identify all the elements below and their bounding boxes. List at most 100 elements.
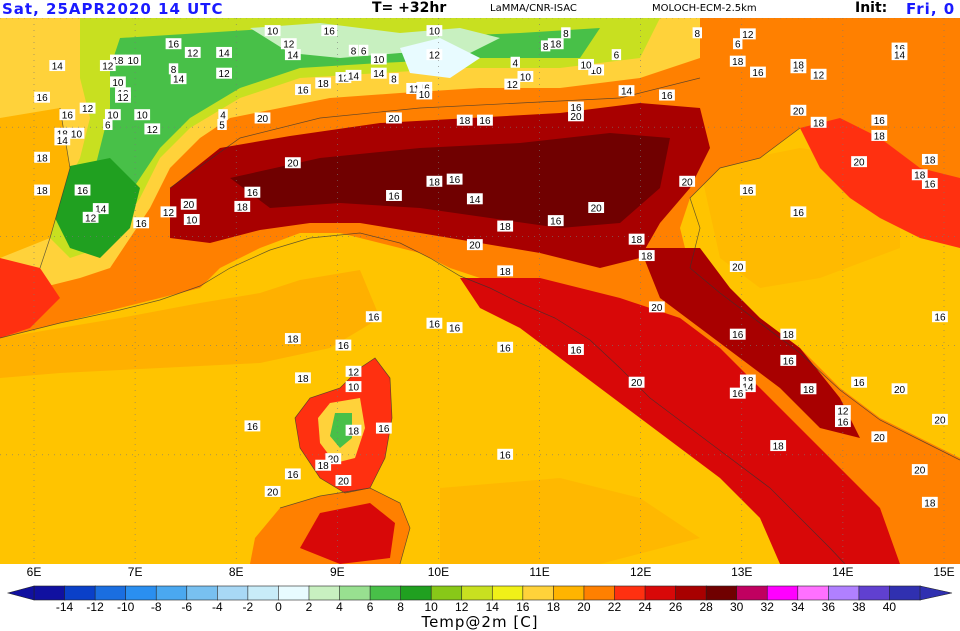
legend-tick-label: -14 xyxy=(55,600,74,614)
legend-tick-label: 8 xyxy=(397,600,404,614)
isotherm-label: 18 xyxy=(426,175,443,188)
isotherm-label-text: 20 xyxy=(591,204,603,215)
isotherm-label-text: 20 xyxy=(651,303,663,314)
isotherm-label: 12 xyxy=(834,405,851,418)
isotherm-label-box xyxy=(280,38,297,50)
isotherm-label-box xyxy=(497,448,514,460)
isotherm-label-box xyxy=(466,239,483,251)
isotherm-label: 8 xyxy=(168,63,179,76)
isotherm-label: 16 xyxy=(295,84,311,97)
isotherm-label-box xyxy=(568,343,584,355)
isotherm-label-box xyxy=(134,109,151,121)
sea-warm-patch xyxy=(440,478,700,564)
longitude-label: 7E xyxy=(127,565,143,579)
isotherm-label-text: 10 xyxy=(429,27,441,38)
isotherm-label-text: 16 xyxy=(77,186,89,197)
longitude-label: 10E xyxy=(427,565,450,579)
longitude-label: 14E xyxy=(832,565,854,579)
isotherm-label-text: 18 xyxy=(924,498,936,509)
legend-swatch xyxy=(736,585,769,601)
isotherm-label-box xyxy=(348,44,359,56)
isotherm-label-box xyxy=(729,328,746,340)
legend-tick-label: 14 xyxy=(485,600,499,614)
isotherm-label-box xyxy=(335,72,352,84)
isotherm-label-box xyxy=(335,339,352,351)
isotherm-label: 10 xyxy=(125,54,141,67)
isotherm-label-text: 16 xyxy=(37,93,49,104)
isotherm-label-text: 16 xyxy=(136,219,148,230)
isotherm-label-text: 16 xyxy=(449,175,461,186)
isotherm-label: 18 xyxy=(497,220,514,233)
isotherm-label: 8 xyxy=(561,27,571,40)
isotherm-label-text: 20 xyxy=(914,466,926,477)
isotherm-label: 6 xyxy=(733,38,743,51)
isotherm-label-text: 20 xyxy=(328,455,340,466)
legend-title: Temp@2m [C] xyxy=(421,613,539,631)
legend-tick-label: -6 xyxy=(181,600,193,614)
legend-swatch xyxy=(369,585,402,601)
isotherm-label-box xyxy=(104,109,121,121)
isotherm-label-box xyxy=(729,260,746,272)
isotherm-label-box xyxy=(780,354,797,366)
legend-tick-label: -10 xyxy=(116,600,135,614)
isotherm-label: 16 xyxy=(34,91,50,104)
isotherm-label: 16 xyxy=(244,420,261,433)
isotherm-label-box xyxy=(921,496,938,508)
isotherm-label: 18 xyxy=(729,55,746,68)
isotherm-label: 16 xyxy=(335,339,352,352)
isotherm-label-box xyxy=(851,376,867,388)
isotherm-label-box xyxy=(125,54,141,66)
isotherm-label-box xyxy=(780,328,797,340)
isotherm-label-box xyxy=(497,220,514,232)
isotherm-label-box xyxy=(561,27,571,39)
isotherm-label: 20 xyxy=(568,110,584,123)
isotherm-label-box xyxy=(183,214,200,226)
isotherm-label: 16 xyxy=(446,322,463,335)
isotherm-label: 10 xyxy=(416,88,433,101)
isotherm-label: 10 xyxy=(426,25,443,38)
isotherm-label-text: 16 xyxy=(742,186,754,197)
legend-tick-label: 4 xyxy=(336,600,343,614)
isotherm-label-box xyxy=(358,44,369,56)
isotherm-label-box xyxy=(165,38,182,50)
isotherm-label-box xyxy=(321,25,338,37)
legend-swatch xyxy=(125,585,158,601)
isotherm-label: 14 xyxy=(284,49,301,62)
isotherm-label-text: 12 xyxy=(147,125,159,136)
legend-swatch xyxy=(64,585,96,601)
isotherm-label-text: 8 xyxy=(391,75,397,86)
isotherm-label-text: 18 xyxy=(237,202,249,213)
isotherm-label-text: 20 xyxy=(894,385,906,396)
isotherm-label: 18 xyxy=(295,372,311,385)
isotherm-label-text: 12 xyxy=(429,51,441,62)
isotherm-label: 18 xyxy=(770,440,787,453)
valid-time: Sat, 25APR2020 14 UTC xyxy=(2,0,224,18)
isotherm-label: 18 xyxy=(315,77,332,90)
isotherm-label-box xyxy=(217,119,227,131)
isotherm-label-box xyxy=(648,301,665,313)
isotherm-label-box xyxy=(770,440,787,452)
isotherm-label-box xyxy=(932,413,948,425)
legend-swatch xyxy=(858,585,891,601)
isotherm-label-box xyxy=(921,177,938,189)
isotherm-label: 18 xyxy=(547,38,564,51)
isotherm-label: 16 xyxy=(729,328,746,341)
isotherm-label: 18 xyxy=(921,496,938,509)
isotherm-label-box xyxy=(284,157,301,169)
isotherm-label-box xyxy=(386,189,402,201)
isotherm-label-box xyxy=(426,25,443,37)
isotherm-label: 10 xyxy=(68,127,85,140)
isotherm-label-box xyxy=(810,68,827,80)
isotherm-label: 18 xyxy=(810,116,827,129)
corsica-mountain xyxy=(330,413,352,448)
isotherm-label: 16 xyxy=(790,206,807,219)
isotherm-label-box xyxy=(871,431,888,443)
isotherm-label-text: 12 xyxy=(283,40,295,51)
isotherm-label-text: 18 xyxy=(550,40,562,51)
isotherm-label-box xyxy=(218,109,228,121)
isotherm-label-box xyxy=(416,81,433,93)
isotherm-label: 20 xyxy=(325,453,342,466)
isotherm-label-text: 8 xyxy=(351,46,357,57)
isotherm-label-text: 18 xyxy=(783,330,795,341)
longitude-label: 15E xyxy=(933,565,955,579)
